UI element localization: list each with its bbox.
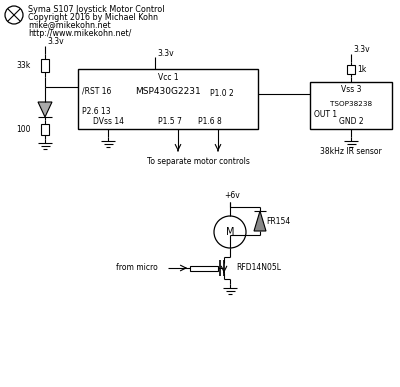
Text: Vcc 1: Vcc 1 xyxy=(158,72,178,82)
Bar xyxy=(41,124,49,135)
Text: P2.6 13: P2.6 13 xyxy=(82,106,111,115)
Bar xyxy=(347,65,355,74)
Text: Vss 3: Vss 3 xyxy=(341,84,361,94)
Text: 38kHz IR sensor: 38kHz IR sensor xyxy=(320,147,382,156)
Text: http://www.mikekohn.net/: http://www.mikekohn.net/ xyxy=(28,29,131,38)
Text: 3.3v: 3.3v xyxy=(157,50,174,58)
Text: Syma S107 Joystick Motor Control: Syma S107 Joystick Motor Control xyxy=(28,5,164,14)
Text: DVss 14: DVss 14 xyxy=(93,118,124,127)
Text: 3.3v: 3.3v xyxy=(353,46,370,55)
Text: 1k: 1k xyxy=(357,65,366,74)
Text: Copyright 2016 by Michael Kohn: Copyright 2016 by Michael Kohn xyxy=(28,12,158,22)
Text: P1.0 2: P1.0 2 xyxy=(210,89,234,99)
Text: 33k: 33k xyxy=(17,61,31,70)
Bar xyxy=(310,82,392,129)
Text: /RST 16: /RST 16 xyxy=(82,87,111,96)
Text: GND 2: GND 2 xyxy=(339,118,363,127)
Text: 100: 100 xyxy=(16,125,31,134)
Text: mike@mikekohn.net: mike@mikekohn.net xyxy=(28,21,111,29)
Text: RFD14N05L: RFD14N05L xyxy=(236,264,281,272)
Text: OUT 1: OUT 1 xyxy=(314,110,337,119)
Text: P1.6 8: P1.6 8 xyxy=(198,118,222,127)
Bar xyxy=(41,59,49,72)
Text: M: M xyxy=(226,227,234,237)
Text: from micro: from micro xyxy=(116,264,158,272)
Text: TSOP38238: TSOP38238 xyxy=(330,101,372,106)
Text: +6v: +6v xyxy=(224,192,240,200)
Text: 3.3v: 3.3v xyxy=(47,38,64,46)
Text: To separate motor controls: To separate motor controls xyxy=(146,156,250,166)
Bar xyxy=(190,265,218,271)
Bar xyxy=(78,69,258,129)
Text: MSP430G2231: MSP430G2231 xyxy=(135,87,201,96)
Text: FR154: FR154 xyxy=(266,216,290,226)
Polygon shape xyxy=(254,211,266,231)
Text: P1.5 7: P1.5 7 xyxy=(158,118,182,127)
Polygon shape xyxy=(38,102,52,117)
